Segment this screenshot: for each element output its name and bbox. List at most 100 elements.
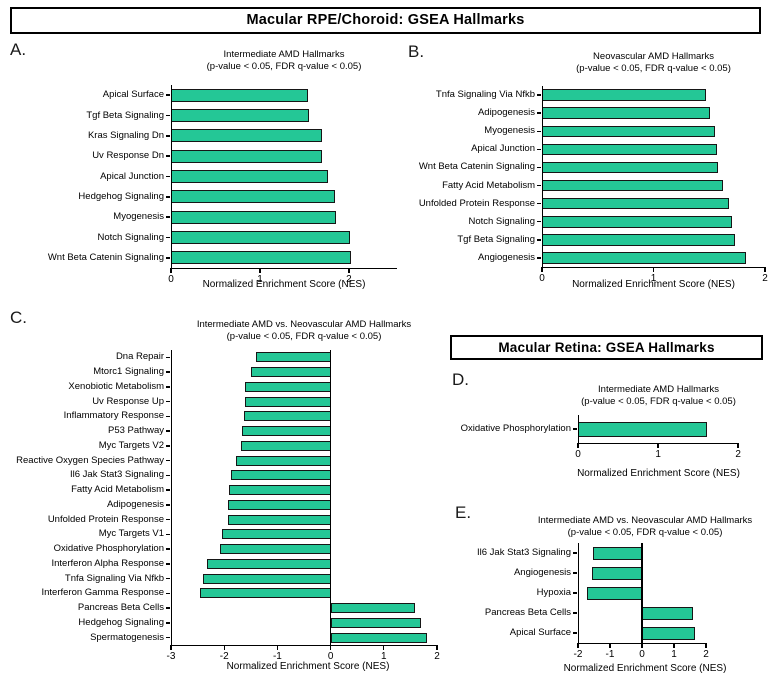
bar-tnfa-signaling-via-nfkb: [203, 573, 331, 584]
category-tick: [573, 428, 577, 430]
x-tick: [705, 643, 707, 648]
category-tick: [573, 612, 577, 614]
category-label: Notch Signaling: [468, 215, 535, 227]
category-tick: [166, 175, 170, 178]
x-tick: [436, 645, 438, 650]
category-tick: [166, 592, 170, 595]
category-label: Uv Response Dn: [92, 150, 164, 162]
panel-c-title: Intermediate AMD vs. Neovascular AMD Hal…: [138, 319, 470, 342]
panel-e-bar-plot: Il6 Jak Stat3 Signaling Angiogenesis Hypox…: [477, 543, 709, 660]
bar-hedgehog-signaling: [171, 190, 335, 204]
x-tick: [577, 443, 579, 448]
panel-b-letter: B.: [408, 42, 425, 61]
x-tick: [383, 645, 385, 650]
bar-tgf-beta-signaling: [542, 234, 735, 246]
x-tick-label: -2: [219, 651, 229, 662]
category-label: Apical Surface: [102, 89, 164, 101]
chart-title: Intermediate AMD Hallmarks: [223, 49, 345, 60]
bar-oxidative-phosphorylation: [219, 544, 331, 555]
category-tick: [166, 563, 170, 565]
category-label: Spermatogenesis: [90, 631, 164, 643]
category-label: Dna Repair: [115, 351, 164, 363]
category-label: Myogenesis: [113, 211, 164, 223]
x-tick: [577, 643, 579, 648]
y-axis-line: [171, 350, 173, 645]
category-label: Inflammatory Response: [63, 410, 164, 422]
category-tick: [166, 356, 170, 359]
zero-line: [329, 350, 332, 645]
category-tick: [166, 400, 170, 403]
chart-subtitle: (p-value < 0.05, FDR q-value < 0.05): [226, 330, 382, 342]
panel-c-bar-plot: Dna Repair Mtorc1 Signaling Xenobiotic Met…: [16, 350, 440, 662]
bar-fatty-acid-metabolism: [228, 485, 331, 496]
x-tick-label: 0: [327, 651, 334, 662]
bar-adipogenesis: [542, 107, 711, 119]
category-label: Mtorc1 Signaling: [93, 366, 164, 378]
chart-subtitle: (p-value < 0.05, FDR q-value < 0.05): [576, 62, 731, 74]
category-label: Adipogenesis: [477, 107, 535, 119]
bar-myogenesis: [542, 125, 715, 137]
bar-unfolded-protein-response: [227, 514, 331, 525]
panel-a-letter: A.: [10, 40, 27, 59]
category-tick: [166, 371, 170, 373]
panel-c-x-axis-label: Normalized Enrichment Score (NES): [226, 661, 390, 672]
x-tick: [223, 645, 225, 650]
x-tick: [259, 268, 261, 273]
chart-title: Intermediate AMD vs. Neovascular AMD Hal…: [196, 319, 412, 330]
bar-apical-junction: [171, 170, 328, 183]
category-label: Pancreas Beta Cells: [484, 607, 571, 618]
category-tick: [166, 430, 170, 432]
bar-spermatogenesis: [330, 632, 427, 643]
panel-d-x-axis-label: Normalized Enrichment Score (NES): [577, 468, 740, 479]
category-label: Oxidative Phosphorylation: [460, 423, 571, 434]
category-tick: [166, 533, 170, 536]
category-label: Oxidative Phosphorylation: [53, 543, 164, 555]
bar-myc-targets-v1: [222, 529, 331, 540]
bar-reactive-oxygen-species-pathway: [235, 455, 331, 466]
x-tick: [737, 443, 739, 448]
x-tick: [329, 645, 332, 650]
category-tick: [166, 489, 170, 491]
category-tick: [166, 622, 170, 624]
category-label: Interferon Gamma Response: [41, 587, 164, 599]
category-label: Apical Surface: [509, 627, 571, 638]
bar-kras-signaling-dn: [171, 129, 323, 143]
bar-mtorc1-signaling: [250, 367, 331, 378]
category-label: Hedgehog Signaling: [78, 616, 164, 628]
x-tick: [657, 443, 659, 448]
panel-a-title: Intermediate AMD Hallmarks (p-value < 0.…: [161, 49, 407, 72]
category-tick: [537, 148, 541, 151]
bar-notch-signaling: [171, 231, 350, 244]
x-tick-label: 2: [434, 651, 440, 662]
category-tick: [573, 572, 577, 574]
bar-inflammatory-response: [243, 411, 331, 422]
category-tick: [166, 607, 170, 609]
x-tick-label: -2: [573, 649, 583, 660]
x-tick: [348, 268, 350, 273]
panel-b-bar-plot: Tnfa Signaling Via Nfkb Adipogenesis Myoge…: [419, 86, 768, 284]
category-label: Myc Targets V1: [98, 528, 164, 540]
category-tick: [166, 135, 170, 137]
category-tick: [537, 94, 541, 96]
x-tick-label: 1: [650, 273, 657, 284]
category-tick: [166, 474, 170, 477]
bar-pancreas-beta-cells: [330, 603, 415, 614]
chart-title: Neovascular AMD Hallmarks: [593, 51, 714, 62]
zero-line: [641, 543, 643, 643]
category-tick: [573, 592, 577, 594]
chart-subtitle: (p-value < 0.05, FDR q-value < 0.05): [581, 395, 736, 407]
x-tick: [652, 267, 655, 272]
category-tick: [537, 202, 541, 205]
panel-e-letter: E.: [455, 503, 472, 522]
x-tick-label: 0: [539, 273, 545, 284]
bar-unfolded-protein-response: [542, 197, 730, 210]
panel-d-bar-plot: Oxidative Phosphorylation 0 1 2: [461, 415, 741, 460]
category-label: Hypoxia: [536, 587, 571, 598]
bar-notch-signaling: [542, 216, 732, 228]
category-label: Interferon Alpha Response: [51, 557, 165, 569]
panel-e-title: Intermediate AMD vs. Neovascular AMD Hal…: [528, 515, 762, 538]
x-tick: [641, 643, 643, 648]
category-label: Wnt Beta Catenin Signaling: [47, 251, 164, 263]
panel-b-title: Neovascular AMD Hallmarks (p-value < 0.0…: [532, 51, 773, 74]
x-tick-label: 0: [575, 449, 581, 460]
